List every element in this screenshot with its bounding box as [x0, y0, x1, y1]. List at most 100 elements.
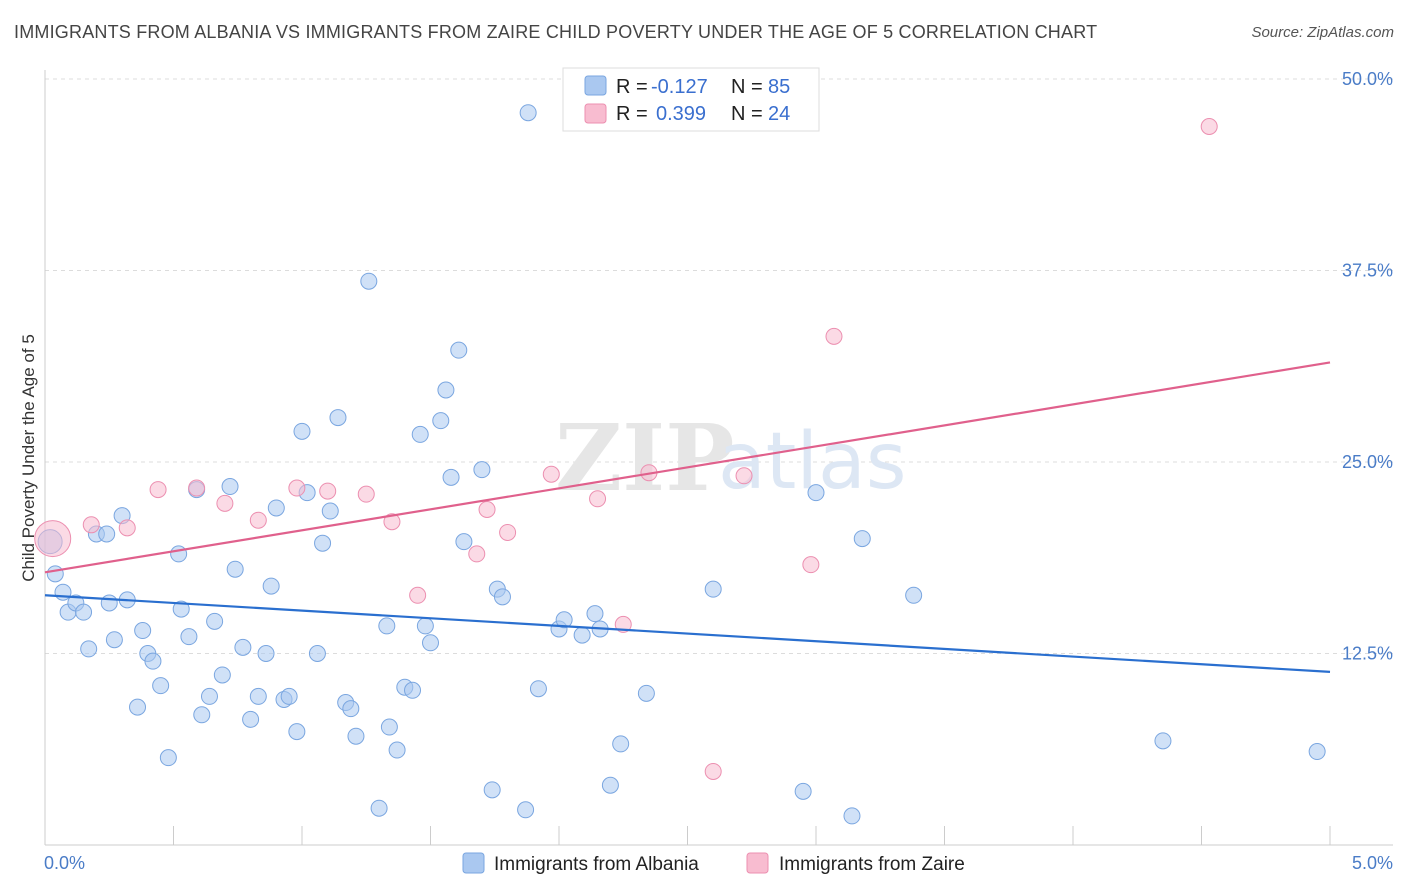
albania-point: [134, 622, 152, 640]
albania-point: [637, 684, 655, 702]
albania-point: [388, 741, 406, 759]
albania-point: [206, 612, 224, 630]
albania-point: [308, 645, 326, 662]
y-tick-label: 25.0%: [1342, 452, 1393, 472]
legend-r-value-zaire: 0.399: [656, 103, 706, 125]
albania-point: [1308, 743, 1326, 761]
albania-point: [529, 680, 547, 698]
zaire-point: [188, 479, 206, 497]
series-zaire-points: [34, 117, 1218, 780]
legend-n-label-zaire: N =: [731, 103, 763, 125]
albania-point: [473, 461, 491, 479]
albania-point: [342, 700, 360, 718]
albania-point: [213, 666, 231, 684]
zaire-point: [735, 467, 753, 485]
zaire-point: [499, 523, 517, 541]
albania-point: [601, 776, 619, 794]
bottom-legend-label-albania: Immigrants from Albania: [494, 854, 699, 875]
albania-point: [98, 525, 116, 543]
y-tick-label: 50.0%: [1342, 69, 1393, 89]
albania-point: [267, 499, 285, 517]
zaire-point: [802, 556, 820, 574]
albania-point: [704, 580, 722, 598]
y-tick-label: 37.5%: [1342, 261, 1393, 281]
albania-point: [612, 735, 630, 753]
legend-n-label-albania: N =: [731, 76, 763, 98]
y-axis-label: Child Poverty Under the Age of 5: [19, 334, 38, 582]
albania-point: [347, 727, 365, 745]
legend: R = -0.127 N = 85 R = 0.399 N = 24: [562, 67, 820, 132]
legend-r-label-zaire: R =: [616, 103, 648, 125]
albania-point: [442, 468, 460, 486]
grid-lines: [45, 78, 1393, 654]
bottom-legend-swatch-albania: [462, 852, 485, 874]
albania-point: [80, 640, 98, 658]
bottom-legend-label-zaire: Immigrants from Zaire: [779, 854, 965, 875]
albania-point: [493, 588, 511, 606]
zaire-point: [383, 513, 401, 531]
zaire-point: [357, 485, 375, 503]
albania-point: [242, 710, 260, 728]
legend-r-value-albania: -0.127: [651, 76, 708, 98]
x-tick-label-min: 0.0%: [44, 853, 85, 873]
albania-point: [200, 687, 218, 705]
zaire-point: [319, 482, 337, 500]
albania-point: [321, 502, 339, 520]
albania-point: [46, 565, 64, 583]
watermark: ZIP atlas: [555, 404, 907, 512]
albania-point: [329, 409, 347, 427]
albania-point: [105, 631, 123, 649]
albania-point: [483, 781, 501, 799]
zaire-point: [614, 615, 632, 633]
albania-point: [360, 272, 378, 290]
albania-trend-line: [44, 594, 1331, 673]
bottom-legend-swatch-zaire: [746, 852, 769, 874]
zaire-point: [82, 516, 100, 534]
albania-point: [416, 617, 434, 635]
zaire-point: [409, 586, 427, 604]
albania-point: [455, 533, 473, 551]
albania-point: [75, 603, 93, 621]
albania-point: [519, 104, 537, 122]
zaire-point: [249, 511, 267, 529]
albania-point: [370, 799, 388, 817]
albania-point: [380, 718, 398, 736]
zaire-point: [34, 520, 72, 558]
trend-lines: [44, 361, 1331, 673]
albania-point: [172, 600, 190, 618]
albania-point: [144, 652, 162, 670]
zaire-point: [288, 479, 306, 497]
albania-point: [226, 560, 244, 578]
zaire-point: [542, 465, 560, 483]
albania-point: [517, 801, 535, 819]
legend-n-value-albania: 85: [768, 76, 790, 98]
albania-point: [54, 583, 72, 601]
albania-point: [180, 628, 198, 646]
albania-point: [422, 634, 439, 652]
albania-point: [129, 698, 147, 716]
zaire-point: [149, 481, 167, 499]
chart-source: Source: ZipAtlas.com: [1251, 24, 1394, 41]
albania-point: [314, 534, 332, 552]
albania-point: [573, 626, 591, 644]
albania-point: [257, 645, 275, 662]
albania-point: [288, 723, 306, 741]
zaire-point: [825, 327, 843, 345]
albania-point: [843, 807, 861, 825]
albania-point: [293, 422, 311, 440]
zaire-point: [589, 490, 607, 508]
albania-point: [404, 681, 422, 699]
albania-point: [586, 605, 604, 623]
zaire-point: [468, 545, 486, 563]
albania-point: [280, 687, 298, 705]
albania-point: [1154, 732, 1172, 750]
albania-point: [807, 484, 825, 502]
bottom-legend: Immigrants from Albania Immigrants from …: [462, 852, 965, 875]
zaire-point: [216, 494, 234, 512]
axes: [44, 70, 1393, 846]
albania-point: [100, 594, 118, 612]
zaire-point: [704, 762, 722, 780]
legend-swatch-zaire: [584, 103, 607, 124]
legend-r-label-albania: R =: [616, 76, 648, 98]
